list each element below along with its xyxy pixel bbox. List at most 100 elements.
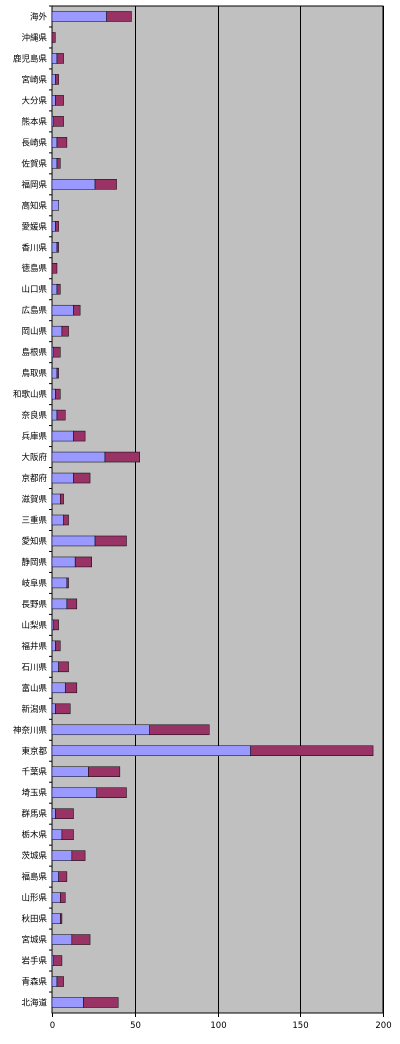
category-label: 岐阜県 (21, 578, 47, 589)
bar-2-34 (149, 724, 210, 736)
category-label: 沖縄県 (21, 32, 47, 43)
bar-2-22 (73, 472, 91, 484)
category-label: 徳島県 (21, 263, 47, 274)
bar-2-20 (73, 430, 86, 442)
category-label: 和歌山県 (13, 389, 48, 400)
bar-1-18 (51, 388, 56, 400)
bar-1-28 (51, 598, 68, 610)
bar-1-7 (51, 158, 58, 169)
category-label: 福岡県 (21, 179, 47, 190)
category-label: 千葉県 (21, 767, 47, 778)
bar-1-24 (51, 514, 64, 526)
bar-1-8 (51, 179, 96, 190)
bar-2-7 (56, 158, 61, 169)
bar-2-17 (56, 367, 59, 379)
bar-2-16 (53, 346, 61, 358)
category-label: 熊本県 (21, 116, 47, 127)
bar-2-10 (55, 221, 59, 232)
bar-1-23 (51, 493, 61, 505)
x-tick-label: 200 (375, 1021, 391, 1031)
bar-1-41 (51, 871, 59, 882)
bar-2-30 (55, 640, 61, 652)
bar-2-15 (61, 325, 69, 337)
bar-1-36 (51, 766, 89, 777)
category-label: 青森県 (21, 977, 47, 988)
category-label: 宮崎県 (21, 74, 47, 85)
category-label: 山梨県 (21, 620, 47, 631)
category-label: 鹿児島県 (13, 53, 48, 64)
category-label: 福島県 (21, 872, 47, 883)
bar-2-1 (51, 32, 56, 43)
category-label: 京都府 (21, 473, 47, 484)
x-tick-label: 50 (130, 1021, 141, 1031)
bar-2-19 (56, 409, 66, 421)
bar-1-38 (51, 808, 56, 819)
bar-1-26 (51, 556, 76, 568)
plot-background (51, 5, 384, 1014)
bar-2-29 (53, 619, 59, 631)
category-label: 大阪府 (21, 452, 47, 463)
bar-1-11 (51, 242, 58, 253)
bar-1-42 (51, 892, 61, 903)
bar-1-21 (51, 451, 106, 463)
bar-2-32 (64, 682, 78, 694)
bar-1-44 (51, 934, 73, 945)
bar-2-35 (250, 745, 374, 757)
bar-1-25 (51, 535, 96, 547)
x-tick-label: 100 (210, 1021, 226, 1031)
category-label: 富山県 (21, 683, 47, 694)
bar-2-11 (56, 242, 59, 253)
category-label: 山口県 (21, 284, 47, 295)
bar-1-15 (51, 325, 63, 337)
bar-1-6 (51, 137, 58, 148)
bar-1-34 (51, 724, 150, 736)
category-label: 広島県 (21, 305, 47, 316)
bar-2-43 (60, 913, 63, 924)
category-label: 長野県 (21, 600, 47, 610)
category-label: 岩手県 (21, 956, 47, 967)
category-label: 兵庫県 (21, 431, 47, 442)
bar-1-3 (51, 74, 56, 85)
bar-1-20 (51, 430, 74, 442)
x-tick-label: 150 (292, 1021, 308, 1031)
bar-1-10 (51, 221, 56, 232)
bar-2-42 (60, 892, 66, 903)
category-label: 栃木県 (21, 830, 47, 841)
category-label: 東京都 (21, 746, 47, 757)
bar-2-6 (56, 137, 68, 148)
bar-2-26 (74, 556, 92, 568)
category-label: 神奈川県 (13, 725, 48, 736)
bar-2-31 (58, 661, 69, 673)
category-label: 香川県 (21, 242, 47, 253)
bar-1-0 (51, 11, 107, 22)
bar-2-23 (60, 493, 64, 505)
bar-2-46 (56, 976, 64, 987)
category-label: 群馬県 (21, 809, 47, 820)
bar-2-28 (66, 598, 78, 610)
category-label: 北海道 (21, 998, 47, 1009)
category-label: 長崎県 (21, 137, 47, 148)
category-label: 愛媛県 (21, 221, 47, 232)
bar-2-3 (55, 74, 59, 85)
bar-2-33 (55, 703, 71, 715)
bar-1-39 (51, 829, 63, 840)
category-label: 鳥取県 (21, 368, 47, 379)
category-label: 新潟県 (21, 704, 47, 715)
bar-1-27 (51, 577, 68, 589)
category-label: 茨城県 (21, 851, 47, 862)
bar-1-9 (51, 200, 59, 211)
bar-2-44 (71, 934, 91, 945)
bar-2-36 (88, 766, 121, 777)
bar-2-45 (53, 955, 63, 966)
bar-2-12 (51, 262, 58, 274)
bar-1-43 (51, 913, 61, 924)
bar-2-18 (55, 388, 61, 400)
bar-2-47 (83, 997, 119, 1008)
bar-2-37 (96, 787, 127, 798)
bar-1-35 (51, 745, 251, 757)
bar-2-2 (56, 53, 64, 64)
category-label: 秋田県 (21, 914, 47, 925)
bar-1-30 (51, 640, 56, 652)
bar-2-0 (106, 11, 132, 22)
